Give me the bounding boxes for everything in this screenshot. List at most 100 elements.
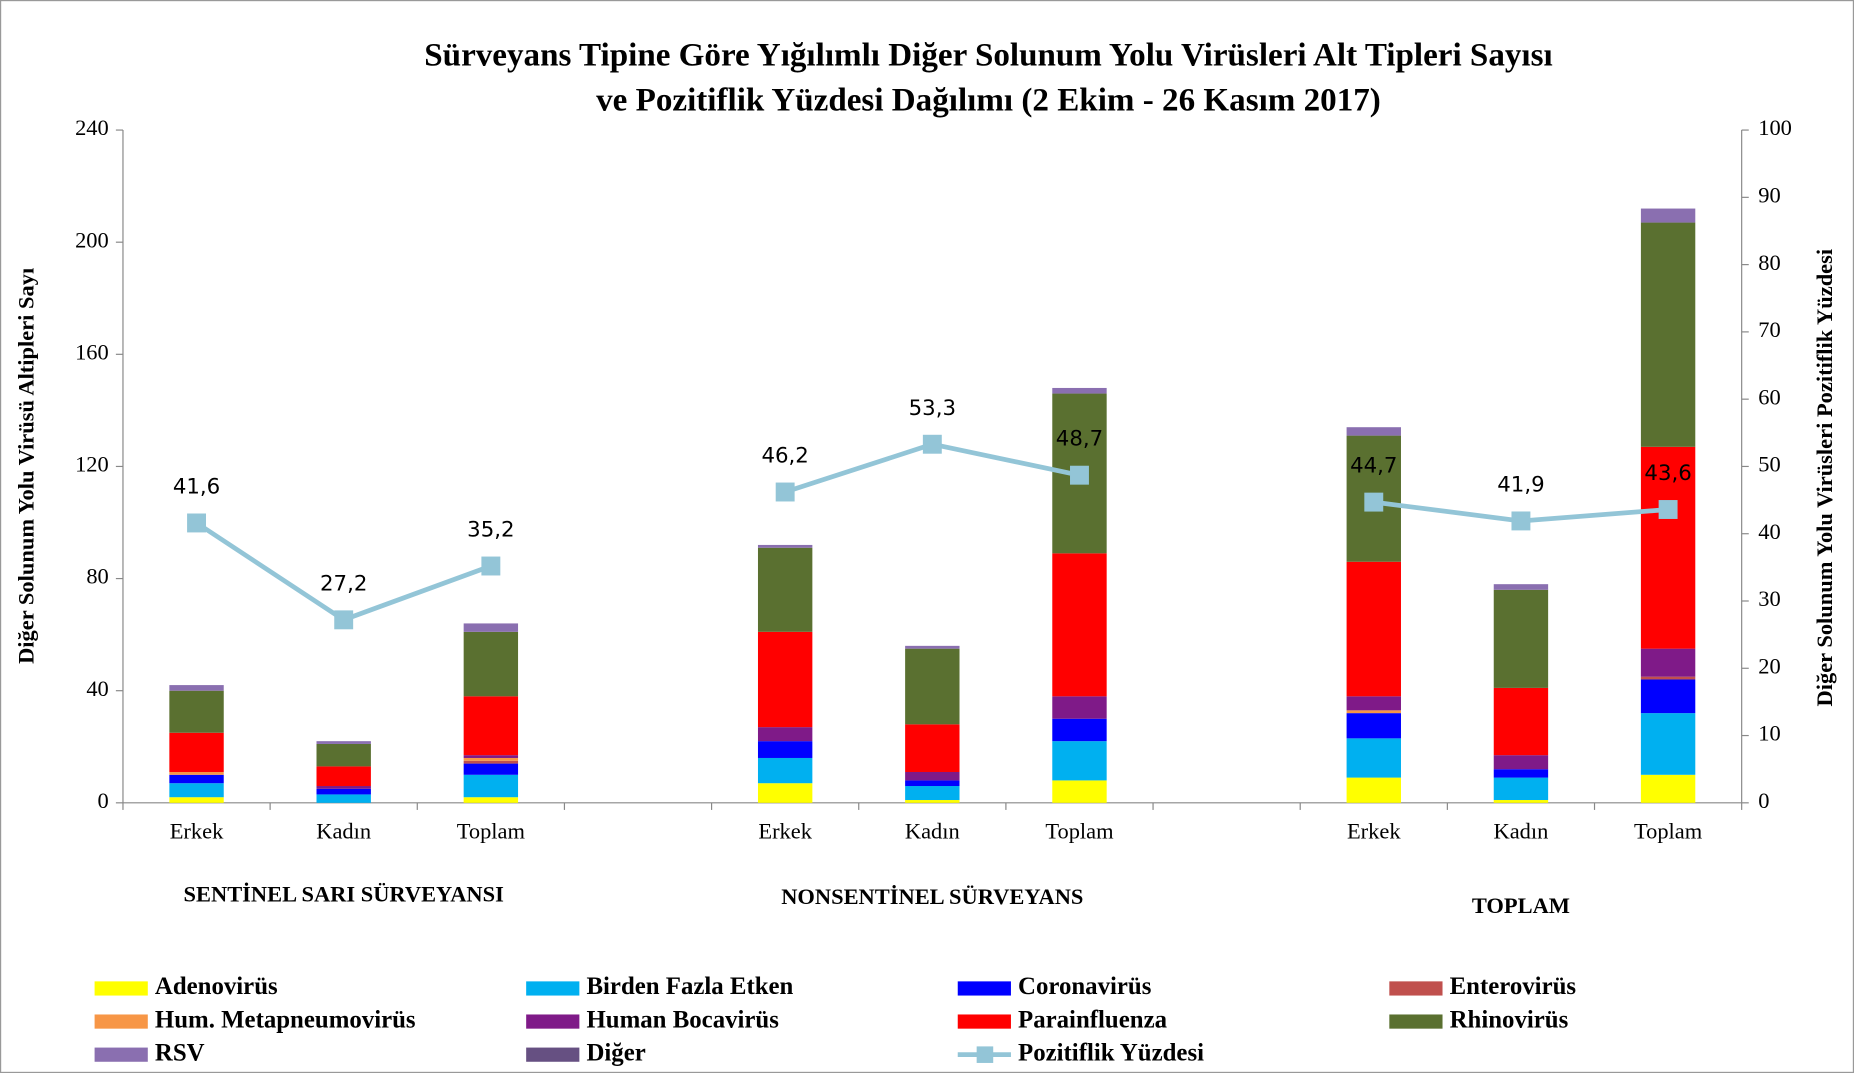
bar-segment bbox=[757, 783, 813, 803]
bar-segment bbox=[463, 696, 519, 756]
bar-segment bbox=[169, 685, 224, 691]
x-tick-label: Kadın bbox=[905, 819, 960, 844]
data-label: 53,3 bbox=[909, 396, 956, 421]
bar-segment bbox=[905, 645, 960, 649]
bar-segment bbox=[1493, 777, 1549, 801]
bar-segment bbox=[1493, 769, 1549, 778]
line-marker bbox=[1658, 500, 1678, 519]
legend-swatch bbox=[957, 981, 1011, 996]
y2-tick-label: 60 bbox=[1758, 384, 1780, 409]
bar-segment bbox=[1052, 741, 1107, 781]
bar-segment bbox=[463, 763, 519, 775]
bar-segment bbox=[757, 547, 813, 632]
y-tick-label: 120 bbox=[75, 452, 109, 477]
bar-segment bbox=[1640, 208, 1696, 223]
line-marker bbox=[775, 482, 795, 502]
line-marker bbox=[1364, 492, 1384, 512]
x-tick-label: Toplam bbox=[457, 819, 526, 844]
data-label: 43,6 bbox=[1644, 461, 1691, 486]
legend-label: Pozitiflik Yüzdesi bbox=[1018, 1039, 1204, 1066]
chart-title: Sürveyans Tipine Göre Yığılımlı Diğer So… bbox=[424, 38, 1552, 74]
y2-tick-label: 90 bbox=[1758, 182, 1780, 207]
bar-segment bbox=[905, 780, 960, 787]
x-tick-label: Kadın bbox=[316, 819, 371, 844]
bar-segment bbox=[463, 797, 519, 803]
data-label: 41,6 bbox=[173, 474, 220, 499]
x-tick-label: Erkek bbox=[1347, 819, 1401, 844]
legend-swatch bbox=[526, 1014, 580, 1029]
legend-label: Birden Fazla Etken bbox=[586, 973, 793, 1000]
y-tick-label: 80 bbox=[86, 564, 108, 589]
legend-label: RSV bbox=[155, 1039, 205, 1066]
bar-segment bbox=[1346, 710, 1401, 714]
y2-tick-label: 50 bbox=[1758, 452, 1780, 477]
bar-segment bbox=[463, 774, 519, 798]
bar-segment bbox=[905, 786, 960, 801]
group-label: TOPLAM bbox=[1472, 893, 1570, 918]
legend-swatch bbox=[94, 1047, 148, 1062]
bar-segment bbox=[1493, 755, 1549, 770]
chart-title: ve Pozitiflik Yüzdesi Dağılımı (2 Ekim -… bbox=[596, 82, 1381, 118]
x-tick-label: Kadın bbox=[1494, 819, 1549, 844]
bar-segment bbox=[1640, 222, 1696, 447]
data-label: 48,7 bbox=[1056, 427, 1103, 452]
x-tick-label: Erkek bbox=[170, 819, 224, 844]
bar-segment bbox=[169, 797, 224, 803]
group-label: SENTİNEL SARI SÜRVEYANSI bbox=[184, 881, 504, 906]
bar-segment bbox=[316, 766, 371, 787]
bar-segment bbox=[463, 623, 519, 632]
bar-segment bbox=[169, 690, 224, 733]
bar-segment bbox=[1640, 774, 1696, 803]
y2-tick-label: 40 bbox=[1758, 519, 1780, 544]
y2-tick-label: 0 bbox=[1758, 788, 1769, 813]
line-marker bbox=[481, 556, 501, 576]
bar-segment bbox=[463, 755, 519, 758]
bar-segment bbox=[1346, 713, 1401, 739]
bar-segment bbox=[463, 631, 519, 697]
x-tick-label: Erkek bbox=[758, 819, 812, 844]
x-tick-label: Toplam bbox=[1045, 819, 1114, 844]
legend-swatch bbox=[526, 1047, 580, 1062]
y2-axis-title: Diğer Solunum Yolu Virüsleri Pozitiflik … bbox=[1812, 249, 1837, 707]
bar-segment bbox=[169, 774, 224, 784]
line-marker bbox=[1511, 511, 1531, 531]
data-label: 44,7 bbox=[1350, 454, 1397, 479]
bar-segment bbox=[757, 757, 813, 784]
legend-label: Enterovirüs bbox=[1450, 973, 1577, 1000]
line-marker bbox=[1070, 465, 1089, 485]
legend-swatch bbox=[1389, 981, 1443, 996]
y2-tick-label: 10 bbox=[1758, 721, 1780, 746]
bar-segment bbox=[1493, 687, 1549, 756]
data-label: 27,2 bbox=[320, 571, 367, 596]
bar-segment bbox=[1640, 446, 1696, 649]
bar-segment bbox=[169, 732, 224, 772]
bar-segment bbox=[1346, 777, 1401, 803]
y2-tick-label: 30 bbox=[1758, 586, 1780, 611]
y2-tick-label: 20 bbox=[1758, 653, 1780, 678]
bar-segment bbox=[316, 743, 371, 767]
line-marker bbox=[187, 513, 207, 533]
bar-segment bbox=[463, 757, 519, 761]
bar-segment bbox=[463, 760, 519, 764]
bar-segment bbox=[316, 788, 371, 795]
bar-segment bbox=[905, 771, 960, 781]
data-label: 46,2 bbox=[761, 444, 808, 469]
bar-segment bbox=[1640, 676, 1696, 680]
bar-segment bbox=[757, 631, 813, 728]
legend-label: Diğer bbox=[586, 1039, 645, 1066]
line-marker bbox=[922, 434, 942, 454]
bar-segment bbox=[1052, 553, 1107, 697]
y-axis-title: Diğer Solunum Yolu Virüsü Altipleri Sayı bbox=[14, 268, 39, 664]
bar-segment bbox=[1493, 589, 1549, 688]
y2-tick-label: 80 bbox=[1758, 250, 1780, 275]
bar-segment bbox=[1640, 679, 1696, 714]
legend-label: Human Bocavirüs bbox=[586, 1006, 779, 1033]
legend-swatch bbox=[957, 1014, 1011, 1029]
y2-tick-label: 70 bbox=[1758, 317, 1780, 342]
y-tick-label: 200 bbox=[75, 227, 109, 252]
line-marker bbox=[334, 610, 354, 630]
data-label: 35,2 bbox=[467, 518, 514, 543]
bar-segment bbox=[1493, 800, 1549, 803]
